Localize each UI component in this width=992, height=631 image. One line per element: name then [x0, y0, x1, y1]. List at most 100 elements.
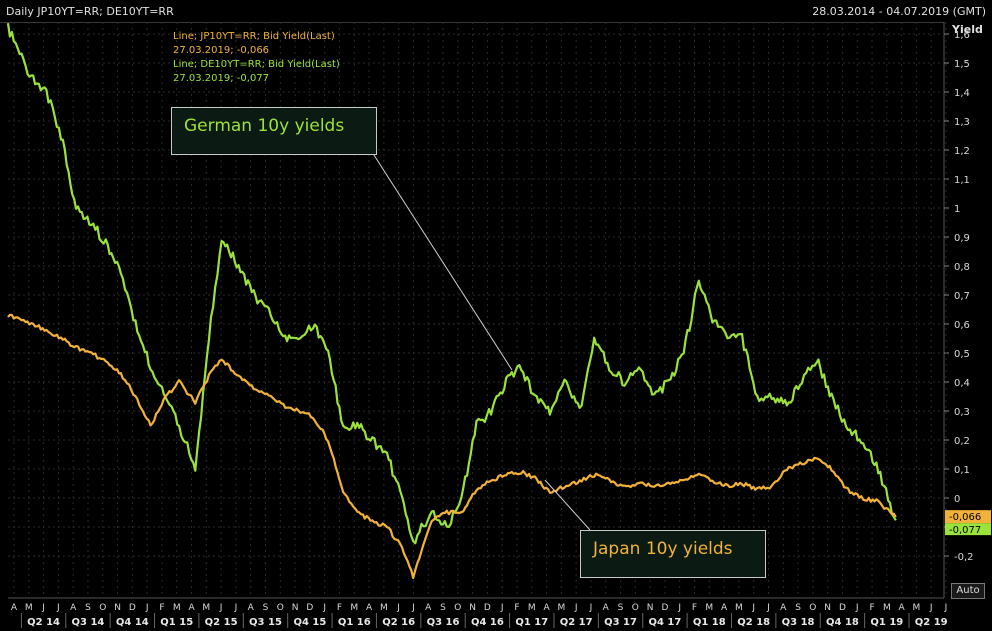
- x-month-label: J: [145, 603, 149, 613]
- german-annotation-leader: [371, 151, 513, 371]
- y-axis-label: Yield: [951, 23, 983, 36]
- x-month-label: J: [751, 603, 755, 613]
- x-month-label: M: [380, 603, 388, 613]
- y-tick-label: 1,1: [954, 175, 970, 186]
- auto-scale-button[interactable]: Auto: [951, 583, 985, 599]
- x-month-label: M: [883, 603, 891, 613]
- x-quarter-label: Q4 14: [116, 617, 149, 628]
- y-tick-label: 0,7: [954, 291, 970, 302]
- y-tick-label: -0,2: [954, 552, 974, 563]
- y-tick-label: 0,6: [954, 320, 970, 331]
- x-month-label: N: [469, 603, 476, 613]
- y-tick-label: 0,4: [954, 378, 970, 389]
- x-month-label: J: [500, 603, 504, 613]
- x-month-label: N: [647, 603, 654, 613]
- legend-german-series: Line; DE10YT=RR; Bid Yield(Last): [173, 59, 340, 70]
- x-month-label: O: [632, 603, 639, 613]
- x-month-label: M: [202, 603, 210, 613]
- x-month-label: F: [159, 603, 164, 613]
- x-month-label: F: [514, 603, 519, 613]
- x-month-label: M: [735, 603, 743, 613]
- x-quarter-label: Q2 17: [560, 617, 593, 628]
- x-month-label: A: [188, 603, 195, 613]
- x-quarter-label: Q3 16: [427, 617, 460, 628]
- x-month-label: M: [25, 603, 33, 613]
- japan-annotation-leader: [544, 479, 591, 531]
- x-quarter-label: Q2 19: [915, 617, 948, 628]
- x-quarter-label: Q2 18: [737, 617, 770, 628]
- x-month-label: M: [557, 603, 565, 613]
- x-month-label: A: [425, 603, 432, 613]
- chart-legend: Line; JP10YT=RR; Bid Yield(Last) 27.03.2…: [173, 30, 340, 86]
- y-tick-label: 0,5: [954, 349, 970, 360]
- japan-annotation-box: Japan 10y yields: [580, 530, 766, 578]
- x-month-label: J: [56, 603, 60, 613]
- x-month-label: N: [292, 603, 299, 613]
- x-month-label: J: [766, 603, 770, 613]
- x-month-label: O: [809, 603, 816, 613]
- x-quarter-label: Q4 18: [826, 617, 859, 628]
- x-month-label: J: [219, 603, 223, 613]
- x-month-label: D: [484, 603, 491, 613]
- x-month-label: D: [661, 603, 668, 613]
- german-last-value-tag: [945, 523, 991, 536]
- x-month-label: A: [899, 603, 906, 613]
- legend-japan-series: Line; JP10YT=RR; Bid Yield(Last): [173, 31, 335, 42]
- x-quarter-label: Q4 15: [293, 617, 326, 628]
- x-month-label: J: [234, 603, 238, 613]
- x-month-label: J: [574, 603, 578, 613]
- x-month-label: A: [70, 603, 77, 613]
- x-month-label: N: [114, 603, 121, 613]
- x-quarter-label: Q4 17: [648, 617, 681, 628]
- x-month-label: A: [780, 603, 787, 613]
- x-month-label: D: [306, 603, 313, 613]
- x-month-label: S: [85, 603, 91, 613]
- x-month-label: O: [277, 603, 284, 613]
- x-month-label: A: [721, 603, 728, 613]
- x-month-label: M: [528, 603, 536, 613]
- x-month-label: J: [41, 603, 45, 613]
- x-month-label: F: [869, 603, 874, 613]
- x-quarter-label: Q4 16: [471, 617, 504, 628]
- x-month-label: J: [855, 603, 859, 613]
- y-tick-label: 0,2: [954, 436, 970, 447]
- x-month-label: M: [173, 603, 181, 613]
- x-quarter-label: Q1 15: [160, 617, 193, 628]
- x-month-label: F: [337, 603, 342, 613]
- date-range: 28.03.2014 - 04.07.2019 (GMT): [812, 5, 986, 18]
- x-month-label: M: [705, 603, 713, 613]
- y-tick-label: 0,1: [954, 465, 970, 476]
- y-tick-label: 1,2: [954, 146, 970, 157]
- x-quarter-label: Q1 17: [515, 617, 548, 628]
- x-quarter-label: Q2 15: [205, 617, 238, 628]
- x-month-label: A: [11, 603, 18, 613]
- x-month-label: D: [839, 603, 846, 613]
- x-month-label: S: [618, 603, 624, 613]
- y-tick-label: 1,6: [954, 30, 970, 41]
- y-tick-label: 0,9: [954, 233, 970, 244]
- x-month-label: A: [248, 603, 255, 613]
- x-month-label: A: [543, 603, 550, 613]
- chart-header: Daily JP10YT=RR; DE10YT=RR 28.03.2014 - …: [0, 0, 992, 23]
- y-tick-label: 1,4: [954, 88, 970, 99]
- x-month-label: J: [589, 603, 593, 613]
- x-month-label: J: [322, 603, 326, 613]
- x-month-label: A: [603, 603, 610, 613]
- german-last-value-label: -0,077: [949, 525, 981, 536]
- legend-german-last: 27.03.2019; -0,077: [173, 73, 270, 84]
- x-month-label: S: [440, 603, 446, 613]
- x-quarter-label: Q1 19: [870, 617, 903, 628]
- y-tick-label: 1,5: [954, 59, 970, 70]
- chart-title: Daily JP10YT=RR; DE10YT=RR: [6, 5, 174, 18]
- x-month-label: A: [366, 603, 373, 613]
- y-tick-label: 1,3: [954, 117, 970, 128]
- japan-last-value-tag: [945, 510, 991, 524]
- german-yield-line: [6, 23, 897, 545]
- x-month-label: O: [454, 603, 461, 613]
- x-month-label: M: [350, 603, 358, 613]
- x-quarter-label: Q2 16: [382, 617, 415, 628]
- x-month-label: S: [795, 603, 801, 613]
- x-month-label: J: [944, 603, 948, 613]
